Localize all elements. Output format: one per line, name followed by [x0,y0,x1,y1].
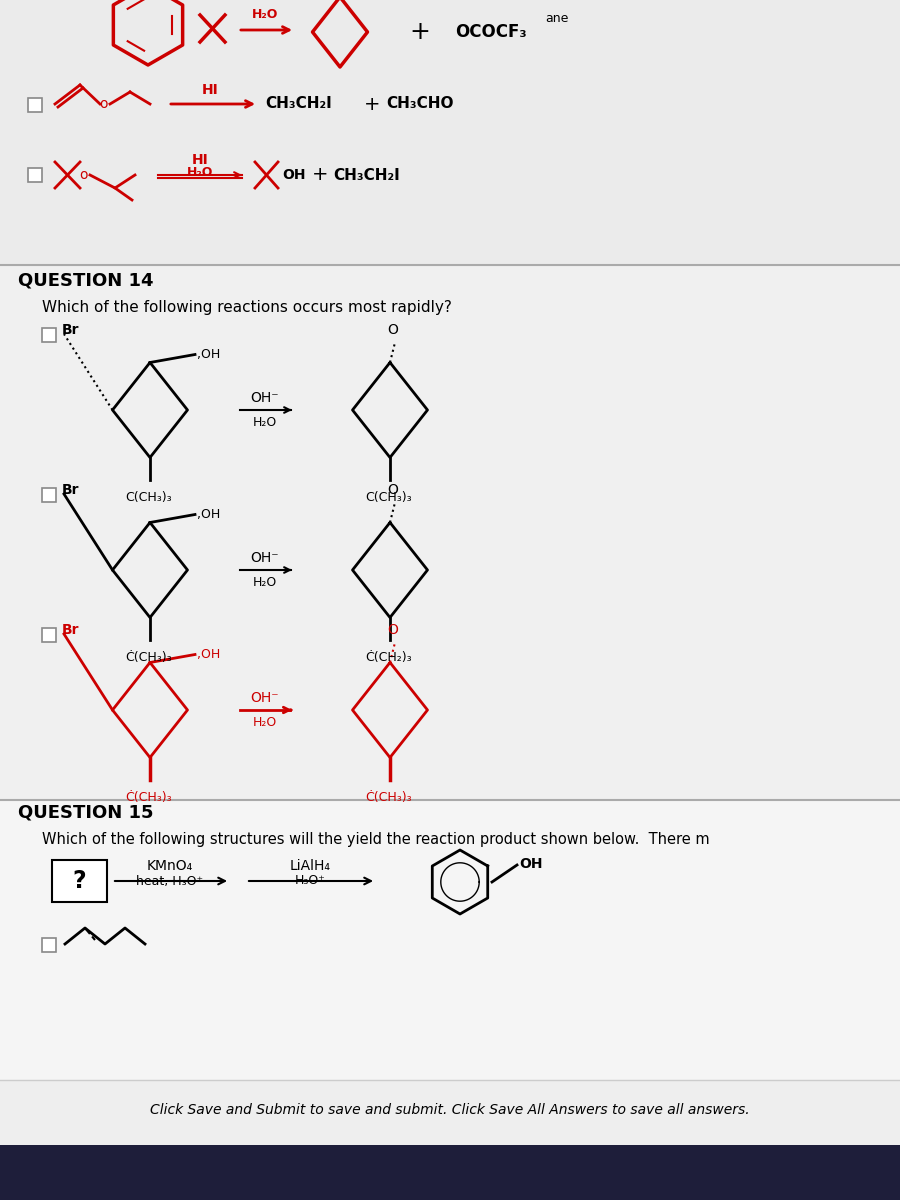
Text: H₃O⁺: H₃O⁺ [294,875,326,888]
Text: heat, H₃O⁺: heat, H₃O⁺ [137,875,203,888]
Text: LiAlH₄: LiAlH₄ [290,859,330,874]
Text: Ċ(CH₃)₃: Ċ(CH₃)₃ [365,792,411,804]
Bar [0,800,900,1094]
Text: HI: HI [192,152,209,167]
Text: +: + [410,20,430,44]
Bar [0,265,900,840]
Text: O: O [388,482,399,497]
Text: CH₃CH₂I: CH₃CH₂I [265,96,332,112]
Text: o: o [99,97,107,110]
Text: OCOCF₃: OCOCF₃ [455,23,526,41]
Text: C(CH₃)₃: C(CH₃)₃ [365,492,411,504]
Text: OH⁻: OH⁻ [251,691,279,704]
Text: OH: OH [519,857,543,871]
Text: QUESTION 15: QUESTION 15 [18,804,154,822]
Text: Which of the following structures will the yield the reaction product shown belo: Which of the following structures will t… [42,832,709,847]
Text: ,OH: ,OH [197,508,220,521]
Text: Which of the following reactions occurs most rapidly?: Which of the following reactions occurs … [42,300,452,314]
Text: QUESTION 14: QUESTION 14 [18,271,154,289]
Text: ,OH: ,OH [197,648,220,661]
Text: H₂O: H₂O [252,8,278,22]
Text: o: o [80,168,88,182]
FancyBboxPatch shape [42,488,56,502]
FancyBboxPatch shape [42,328,56,342]
Text: ane: ane [545,12,569,24]
Text: Click Save and Submit to save and submit. Click Save All Answers to save all ans: Click Save and Submit to save and submit… [150,1103,750,1117]
Text: OH⁻: OH⁻ [251,391,279,404]
FancyBboxPatch shape [28,98,42,112]
Text: CH₃CHO: CH₃CHO [386,96,454,112]
FancyBboxPatch shape [52,860,107,902]
Text: H₂O: H₂O [253,715,277,728]
Text: Br: Br [62,482,79,497]
Text: HI: HI [202,83,219,97]
Bar [0,0,900,280]
Text: +: + [311,166,328,185]
FancyBboxPatch shape [28,168,42,182]
Text: OH: OH [282,168,305,182]
Text: Br: Br [62,323,79,337]
Text: Ċ(CH₂)₃: Ċ(CH₂)₃ [365,652,411,665]
Text: H₂O: H₂O [187,167,213,180]
Text: Ċ(CH₃)₃: Ċ(CH₃)₃ [125,792,172,804]
Text: ?: ? [72,869,86,893]
Text: OH⁻: OH⁻ [251,551,279,565]
Text: Ċ(CH₃)₃: Ċ(CH₃)₃ [125,652,172,665]
Text: +: + [364,95,380,114]
FancyBboxPatch shape [42,938,56,952]
FancyBboxPatch shape [42,628,56,642]
Text: Br: Br [62,623,79,637]
Text: ,OH: ,OH [197,348,220,361]
Text: O: O [388,323,399,336]
Text: C(CH₃)₃: C(CH₃)₃ [125,492,172,504]
Text: CH₃CH₂I: CH₃CH₂I [333,168,400,182]
Text: H₂O: H₂O [253,415,277,428]
Bar [0,1145,900,1200]
Text: O: O [388,623,399,636]
Text: H₂O: H₂O [253,576,277,588]
Text: KMnO₄: KMnO₄ [147,859,194,874]
Bar [0,1080,900,1145]
